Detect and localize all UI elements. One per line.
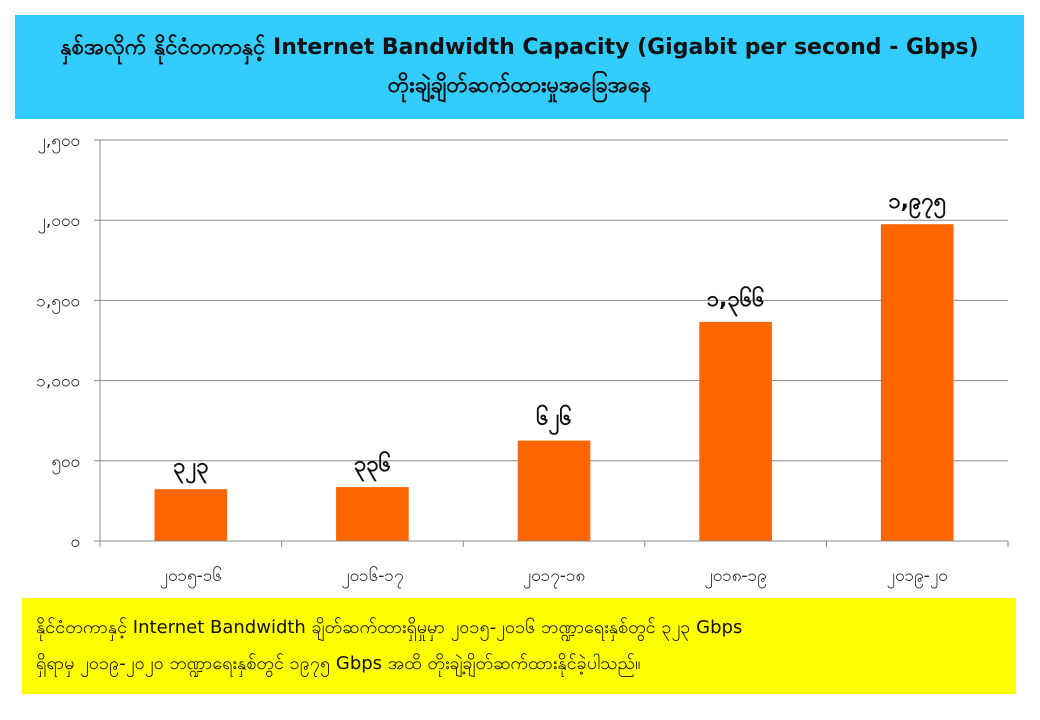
summary-line-2: ရှိရာမှ ၂၀၁၉-၂၀၂၀ ဘဏ္ဍာရေးနှစ်တွင် ၁၉၇၅ … (36, 653, 641, 674)
data-label: ၃၃၆ (354, 450, 391, 482)
x-tick-label: ၂၀၁၅-၁၆ (160, 565, 222, 589)
bar (699, 321, 772, 541)
y-tick-label: ၁,၀၀၀ (36, 372, 80, 392)
y-tick-label: ၂,၅၀၀ (38, 131, 80, 154)
bar-chart: ၀ ၅၀၀ ၁,၀၀၀ ၁,၅၀၀ ၂,၀၀၀ ၂,၅၀၀၃၂၃၂၀၁၅-၁၆ ၃၃၆၂၀၁… (0, 120, 1040, 598)
data-label: ၁,၉၇၅ (888, 189, 946, 219)
bar (880, 224, 954, 541)
chart-title-line-1: နှစ်အလိုက် နိုင်ငံတကာနှင့် Internet Band… (60, 35, 979, 60)
bar (336, 487, 409, 541)
bar (517, 440, 591, 541)
data-label: ၃၂၃ (173, 454, 209, 484)
x-tick-label: ၂၀၁၇-၁၈ (523, 566, 585, 589)
y-tick-label: ၅၀၀ (51, 452, 80, 475)
bar (154, 489, 228, 541)
chart-title-line-2: တိုးချဲ့ချိတ်ဆက်ထားမှုအခြေအနေ (387, 73, 652, 98)
x-tick-label: ၂၀၁၈-၁၉ (704, 566, 766, 589)
summary-line-1: နိုင်ငံတကာနှင့် Internet Bandwidth ချိတ်… (36, 617, 743, 638)
data-label: ၁,၃၆၆ (707, 285, 765, 317)
y-tick-label: ၂,၀၀၀ (38, 211, 80, 234)
summary-note: နိုင်ငံတကာနှင့် Internet Bandwidth ချိတ်… (22, 598, 1016, 694)
y-tick-label: ၀ (70, 532, 80, 552)
x-tick-label: ၂၀၁၆-၁၇ (341, 565, 403, 589)
y-tick-label: ၁,၅၀၀ (36, 291, 80, 314)
chart-title-banner: နှစ်အလိုက် နိုင်ငံတကာနှင့် Internet Band… (15, 15, 1024, 119)
data-label: ၆၂၆ (536, 404, 572, 436)
x-tick-label: ၂၀၁၉-၂၀ (887, 566, 948, 589)
